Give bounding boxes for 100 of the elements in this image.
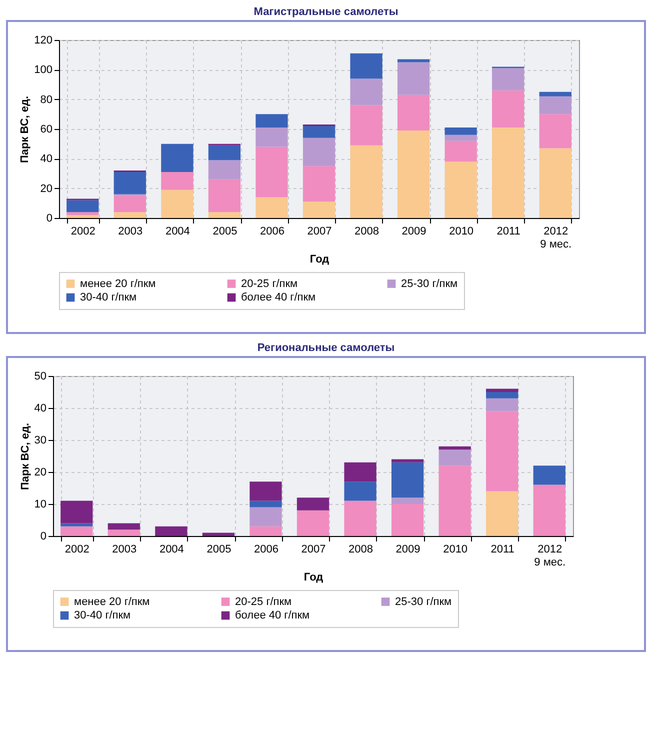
bar	[302, 126, 336, 138]
chart-title: Региональные самолеты	[256, 341, 396, 356]
bar	[533, 484, 566, 536]
y-tick-label: 20	[34, 466, 46, 478]
y-tick-label: 80	[40, 94, 52, 106]
bar	[250, 507, 282, 526]
x-tick-label: 2008	[354, 226, 380, 238]
bar	[397, 62, 430, 95]
bar	[161, 144, 194, 172]
bar	[302, 166, 336, 202]
bar	[250, 500, 282, 508]
bar	[208, 212, 241, 218]
bar	[208, 145, 241, 160]
bar	[438, 446, 471, 450]
bar	[492, 128, 524, 218]
bar	[66, 212, 99, 216]
legend-label: более 40 г/пкм	[241, 292, 316, 304]
bar	[60, 523, 93, 526]
bar	[302, 138, 336, 166]
bar	[66, 215, 99, 218]
y-tick-label: 0	[46, 212, 52, 224]
bar	[391, 459, 424, 462]
bar	[444, 128, 477, 135]
bar	[256, 114, 288, 128]
bar	[208, 179, 241, 212]
bar	[397, 94, 430, 130]
bar	[486, 411, 518, 492]
bar	[391, 504, 424, 536]
bar	[391, 462, 424, 498]
bar	[539, 114, 572, 148]
bar	[438, 450, 471, 466]
x-axis-title: Год	[310, 254, 330, 266]
legend-label: 25-30 г/пкм	[401, 278, 458, 290]
x-tick-label: 2009	[402, 226, 426, 238]
x-tick-label: 2012 9 мес.	[540, 226, 572, 250]
chart-title: Магистральные самолеты	[252, 5, 400, 20]
bar	[114, 172, 146, 194]
bar	[350, 105, 382, 146]
x-tick-label: 2007	[301, 544, 326, 556]
x-tick-label: 2007	[307, 226, 332, 238]
bar	[350, 53, 382, 79]
bar	[350, 145, 382, 218]
bar	[202, 532, 235, 536]
x-axis-title: Год	[304, 572, 324, 584]
x-tick-label: 2008	[348, 544, 374, 556]
bar	[256, 146, 288, 198]
bar	[344, 482, 376, 501]
y-tick-label: 60	[40, 124, 52, 136]
bar	[397, 59, 430, 62]
bar	[486, 491, 518, 536]
bar	[108, 530, 140, 536]
y-tick-label: 100	[34, 64, 52, 76]
bar	[438, 466, 471, 536]
x-tick-label: 2002	[70, 226, 96, 238]
bar	[486, 388, 518, 392]
bar	[444, 134, 477, 141]
y-tick-label: 40	[40, 153, 52, 166]
bar	[60, 500, 93, 524]
y-tick-label: 50	[34, 370, 46, 382]
legend-label: более 40 г/пкм	[235, 610, 310, 622]
bar	[302, 202, 336, 218]
x-tick-label: 2010	[443, 544, 468, 556]
bar	[114, 212, 146, 218]
bar	[296, 510, 330, 536]
legend-label: 30-40 г/пкм	[80, 292, 137, 304]
x-tick-label: 2011	[490, 544, 514, 556]
bar	[486, 392, 518, 398]
y-tick-label: 30	[34, 434, 46, 446]
bar	[256, 128, 288, 147]
x-tick-label: 2012 9 мес.	[534, 544, 566, 568]
bar	[108, 523, 140, 530]
x-tick-label: 2006	[260, 226, 284, 238]
legend-label: 30-40 г/пкм	[74, 610, 131, 622]
bar	[391, 498, 424, 504]
y-tick-label: 40	[34, 402, 46, 414]
bar	[250, 482, 282, 501]
bar	[344, 500, 376, 536]
bar	[444, 140, 477, 162]
bar	[155, 526, 188, 536]
bar	[161, 190, 194, 218]
bar	[444, 162, 477, 218]
x-tick-label: 2004	[165, 226, 190, 238]
bar	[296, 498, 330, 510]
bar	[256, 197, 288, 218]
bar	[397, 130, 430, 218]
legend-label: менее 20 г/пкм	[74, 596, 150, 608]
bar	[492, 68, 524, 90]
bar	[539, 96, 572, 114]
bar	[66, 200, 99, 212]
bar	[492, 90, 524, 128]
y-tick-label: 0	[40, 530, 46, 542]
bar	[60, 526, 93, 536]
bar	[114, 196, 146, 212]
x-tick-label: 2010	[449, 226, 474, 238]
legend-label: 20-25 г/пкм	[235, 596, 292, 608]
x-tick-label: 2009	[396, 544, 420, 556]
bar	[533, 466, 566, 485]
bar	[486, 398, 518, 412]
y-tick-label: 10	[34, 498, 46, 510]
x-tick-label: 2004	[159, 544, 184, 556]
